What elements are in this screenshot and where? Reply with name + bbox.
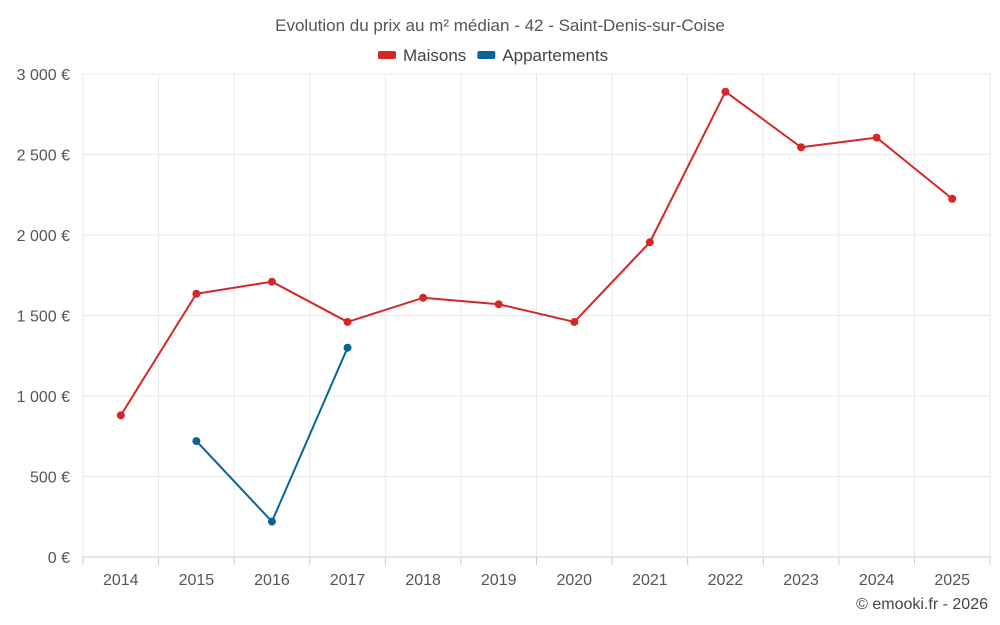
data-point-maisons[interactable]	[494, 300, 503, 309]
y-tick-label: 1 500 €	[17, 309, 70, 326]
x-tick-label: 2021	[632, 572, 668, 589]
series-line-maisons	[119, 90, 953, 416]
x-tick-label: 2025	[934, 572, 970, 589]
series-maisons	[116, 87, 957, 420]
legend: Maisons Appartements	[378, 46, 608, 65]
data-point-maisons[interactable]	[116, 411, 125, 420]
x-tick-label: 2020	[556, 572, 592, 589]
x-tick-label: 2023	[783, 572, 819, 589]
y-tick-label: 500 €	[30, 470, 70, 487]
y-tick-label: 0 €	[48, 550, 70, 567]
y-axis: 0 € 500 € 1 000 € 1 500 € 2 000 € 2 500 € 3 00…	[17, 67, 70, 567]
legend-item-appartements[interactable]: Appartements	[477, 46, 608, 65]
series-line-appartements	[195, 347, 349, 523]
legend-swatch	[477, 51, 496, 59]
data-point-maisons[interactable]	[872, 133, 881, 142]
legend-swatch	[378, 51, 396, 59]
x-tick-label: 2022	[708, 572, 744, 589]
x-tick-label: 2018	[405, 572, 441, 589]
series-appartements	[192, 343, 352, 526]
data-point-maisons[interactable]	[192, 289, 201, 298]
chart-title: Evolution du prix au m² médian - 42 - Sa…	[275, 16, 725, 35]
y-tick-label: 2 000 €	[17, 228, 70, 245]
data-point-maisons[interactable]	[645, 238, 654, 247]
x-tick-label: 2016	[254, 572, 290, 589]
data-point-appartements[interactable]	[343, 343, 352, 352]
data-point-maisons[interactable]	[419, 293, 428, 302]
data-point-maisons[interactable]	[343, 317, 352, 326]
x-tick-label: 2015	[179, 572, 215, 589]
x-tick-label: 2014	[103, 572, 139, 589]
data-point-maisons[interactable]	[570, 317, 579, 326]
x-axis: 2014 2015 2016 2017 2018 2019 2020 2021 2022 2023…	[103, 572, 970, 589]
data-point-appartements[interactable]	[192, 437, 201, 446]
x-tick-label: 2024	[859, 572, 895, 589]
legend-item-maisons[interactable]: Maisons	[378, 46, 466, 65]
legend-label: Maisons	[403, 46, 466, 65]
data-point-maisons[interactable]	[797, 143, 806, 152]
data-point-maisons[interactable]	[721, 87, 730, 96]
data-point-maisons[interactable]	[267, 277, 276, 286]
data-point-maisons[interactable]	[948, 194, 957, 203]
series-group	[116, 87, 957, 526]
grid	[82, 73, 991, 565]
y-tick-label: 1 000 €	[17, 389, 70, 406]
x-tick-label: 2017	[330, 572, 366, 589]
data-point-appartements[interactable]	[267, 517, 276, 526]
x-tick-label: 2019	[481, 572, 517, 589]
legend-label: Appartements	[502, 46, 608, 65]
y-tick-label: 2 500 €	[17, 148, 70, 165]
credit-text: © emooki.fr - 2026	[856, 596, 988, 613]
y-tick-label: 3 000 €	[17, 67, 70, 84]
